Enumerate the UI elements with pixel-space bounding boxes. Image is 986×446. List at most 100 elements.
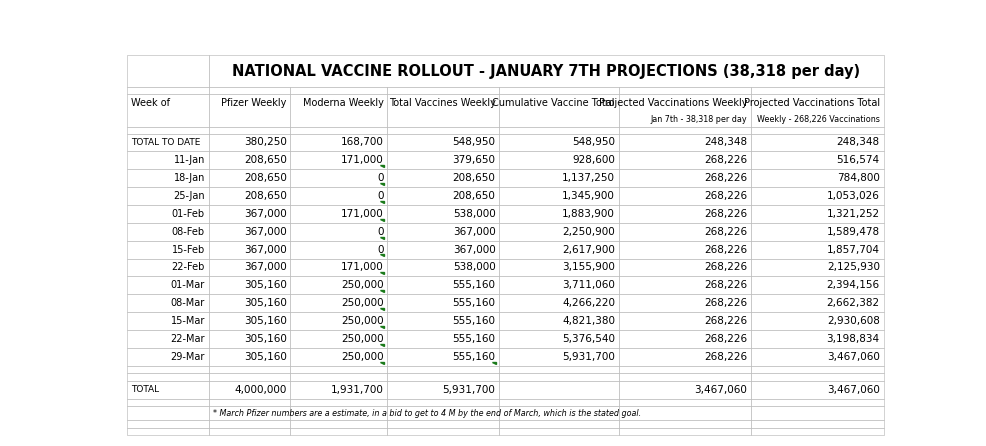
Bar [291, 428, 387, 435]
Polygon shape [380, 254, 385, 256]
Text: TOTAL TO DATE: TOTAL TO DATE [131, 138, 200, 147]
Text: 268,226: 268,226 [704, 173, 747, 183]
Text: 784,800: 784,800 [837, 173, 880, 183]
Text: 367,000: 367,000 [453, 227, 495, 237]
Bar [751, 366, 883, 373]
Text: Jan 7th - 38,318 per day: Jan 7th - 38,318 per day [651, 116, 747, 124]
Text: 1,345,900: 1,345,900 [562, 191, 615, 201]
Bar [499, 169, 619, 187]
Text: 4,000,000: 4,000,000 [235, 385, 287, 395]
Bar [127, 223, 209, 241]
Text: 555,160: 555,160 [453, 316, 495, 326]
Bar [209, 55, 883, 87]
Bar [209, 406, 291, 420]
Polygon shape [380, 308, 385, 310]
Text: 268,226: 268,226 [704, 262, 747, 273]
Text: 3,155,900: 3,155,900 [562, 262, 615, 273]
Bar [751, 373, 883, 381]
Bar [291, 151, 387, 169]
Text: 11-Jan: 11-Jan [174, 155, 205, 165]
Bar [387, 223, 499, 241]
Bar [751, 133, 883, 151]
Bar [127, 187, 209, 205]
Bar [291, 187, 387, 205]
Text: 2,617,900: 2,617,900 [562, 244, 615, 255]
Bar [387, 312, 499, 330]
Polygon shape [380, 165, 385, 167]
Text: 305,160: 305,160 [244, 281, 287, 290]
Bar [751, 399, 883, 406]
Text: 18-Jan: 18-Jan [174, 173, 205, 183]
Bar [127, 169, 209, 187]
Bar [127, 205, 209, 223]
Bar [619, 205, 751, 223]
Text: 516,574: 516,574 [837, 155, 880, 165]
Bar [209, 294, 291, 312]
Text: 4,821,380: 4,821,380 [562, 316, 615, 326]
Bar [751, 169, 883, 187]
Bar [291, 94, 387, 127]
Text: 367,000: 367,000 [244, 244, 287, 255]
Bar [209, 133, 291, 151]
Bar [387, 277, 499, 294]
Text: 0: 0 [377, 173, 384, 183]
Bar [127, 312, 209, 330]
Bar [499, 366, 619, 373]
Bar [291, 399, 387, 406]
Bar [209, 366, 291, 373]
Text: 367,000: 367,000 [244, 262, 287, 273]
Text: 555,160: 555,160 [453, 352, 495, 362]
Bar [127, 259, 209, 277]
Bar [751, 294, 883, 312]
Bar [387, 406, 499, 420]
Bar [751, 330, 883, 348]
Text: 171,000: 171,000 [341, 262, 384, 273]
Bar [127, 348, 209, 366]
Bar [499, 312, 619, 330]
Text: 555,160: 555,160 [453, 281, 495, 290]
Bar [619, 420, 751, 428]
Text: 1,137,250: 1,137,250 [562, 173, 615, 183]
Polygon shape [380, 362, 385, 363]
Bar [127, 277, 209, 294]
Text: 379,650: 379,650 [453, 155, 495, 165]
Text: * March Pfizer numbers are a estimate, in a bid to get to 4 M by the end of Marc: * March Pfizer numbers are a estimate, i… [213, 409, 641, 417]
Bar [291, 420, 387, 428]
Polygon shape [380, 290, 385, 292]
Bar [499, 381, 619, 399]
Text: 268,226: 268,226 [704, 191, 747, 201]
Text: 208,650: 208,650 [453, 191, 495, 201]
Bar [291, 294, 387, 312]
Text: 250,000: 250,000 [341, 352, 384, 362]
Bar [387, 399, 499, 406]
Bar [387, 205, 499, 223]
Text: 268,226: 268,226 [704, 352, 747, 362]
Bar [291, 277, 387, 294]
Bar [619, 94, 751, 127]
Text: 15-Feb: 15-Feb [172, 244, 205, 255]
Text: 3,467,060: 3,467,060 [827, 352, 880, 362]
Text: 2,930,608: 2,930,608 [827, 316, 880, 326]
Bar [291, 87, 387, 94]
Text: 22-Feb: 22-Feb [172, 262, 205, 273]
Bar [387, 428, 499, 435]
Text: 1,053,026: 1,053,026 [827, 191, 880, 201]
Text: Weekly - 268,226 Vaccinations: Weekly - 268,226 Vaccinations [757, 116, 880, 124]
Text: 0: 0 [377, 227, 384, 237]
Text: Week of: Week of [131, 99, 170, 108]
Bar [291, 381, 387, 399]
Bar [499, 406, 619, 420]
Bar [619, 348, 751, 366]
Bar [499, 205, 619, 223]
Text: Cumulative Vaccine Total: Cumulative Vaccine Total [492, 99, 615, 108]
Text: 25-Jan: 25-Jan [174, 191, 205, 201]
Bar [387, 330, 499, 348]
Text: 305,160: 305,160 [244, 352, 287, 362]
Polygon shape [492, 362, 496, 363]
Text: 22-Mar: 22-Mar [171, 334, 205, 344]
Text: 248,348: 248,348 [704, 137, 747, 148]
Bar [209, 187, 291, 205]
Text: 01-Feb: 01-Feb [172, 209, 205, 219]
Bar [751, 94, 883, 127]
Text: 3,198,834: 3,198,834 [826, 334, 880, 344]
